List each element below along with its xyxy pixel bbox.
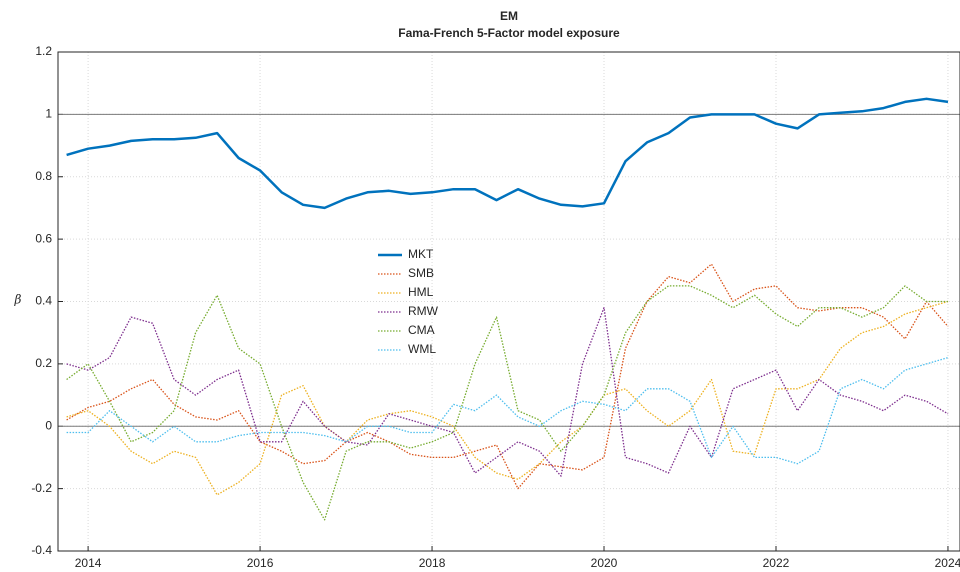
x-tick-label: 2024 bbox=[935, 556, 960, 570]
y-tick-label: 0.8 bbox=[35, 169, 52, 183]
y-tick-label: -0.4 bbox=[31, 543, 52, 557]
series-line bbox=[66, 97, 949, 210]
y-tick-label: 0.6 bbox=[35, 231, 52, 245]
legend-label: CMA bbox=[408, 323, 435, 337]
y-tick-label: 1 bbox=[45, 107, 52, 121]
legend-label: HML bbox=[408, 285, 434, 299]
chart-title: EM bbox=[500, 9, 518, 23]
y-tick-label: 0 bbox=[45, 418, 52, 432]
legend-label: WML bbox=[408, 342, 436, 356]
chart-subtitle: Fama-French 5-Factor model exposure bbox=[398, 26, 620, 40]
series-line bbox=[66, 285, 948, 521]
legend-label: RMW bbox=[408, 304, 439, 318]
series-line bbox=[66, 356, 949, 465]
x-tick-label: 2018 bbox=[419, 556, 446, 570]
series-line bbox=[66, 263, 949, 490]
series-line bbox=[66, 307, 949, 477]
y-tick-label: -0.2 bbox=[31, 481, 52, 495]
legend-label: SMB bbox=[408, 266, 434, 280]
x-tick-label: 2016 bbox=[247, 556, 274, 570]
y-tick-label: 0.2 bbox=[35, 356, 52, 370]
x-tick-label: 2022 bbox=[763, 556, 790, 570]
y-tick-label: 1.2 bbox=[35, 44, 52, 58]
x-tick-label: 2020 bbox=[591, 556, 618, 570]
x-tick-label: 2014 bbox=[75, 556, 102, 570]
legend-label: MKT bbox=[408, 247, 434, 261]
series-line bbox=[66, 300, 949, 496]
y-axis-label: β bbox=[14, 293, 22, 307]
y-tick-label: 0.4 bbox=[35, 294, 52, 308]
axes-box bbox=[57, 51, 960, 552]
